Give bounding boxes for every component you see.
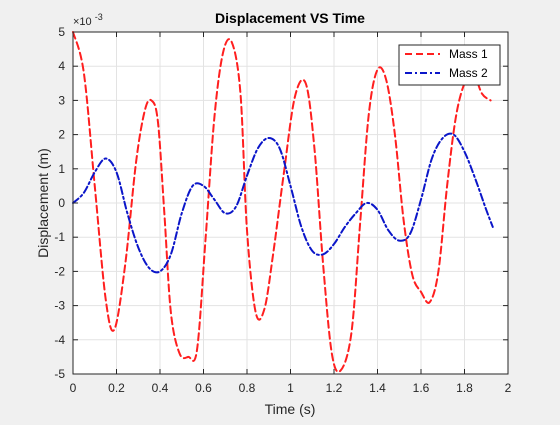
y-tick-label: -5 [54, 367, 65, 381]
legend-mass-2-label: Mass 2 [449, 66, 488, 80]
x-tick-label: 0 [70, 381, 77, 395]
y-tick-label: -2 [54, 264, 65, 278]
y-tick-label: 3 [58, 93, 65, 107]
x-tick-label: 0.8 [239, 381, 256, 395]
legend-mass-1-label: Mass 1 [449, 47, 488, 61]
y-axis-label: Displacement (m) [35, 148, 51, 258]
y-axis-exponent-base: ×10 [73, 16, 92, 28]
x-tick-label: 1.2 [326, 381, 343, 395]
x-tick-label: 1 [287, 381, 294, 395]
y-tick-label: 4 [58, 59, 65, 73]
y-tick-label: 5 [58, 25, 65, 39]
x-tick-label: 0.4 [152, 381, 169, 395]
plot-series [72, 31, 494, 373]
chart-title: Displacement VS Time [215, 10, 365, 26]
x-tick-label: 2 [505, 381, 512, 395]
legend-box [398, 44, 501, 86]
axis-tick-labels: 0 0.2 0.4 0.6 0.8 1 1.2 1.4 1.6 1.8 2 -5 -4 -3 -2 -1 0 1 2… [54, 25, 511, 395]
y-tick-label: -4 [54, 333, 65, 347]
y-axis-exponent: ×10 -3 [73, 12, 103, 28]
y-tick-label: -1 [54, 230, 65, 244]
x-tick-label: 1.8 [456, 381, 473, 395]
mass-2-series-line [72, 132, 494, 274]
x-tick-label: 1.6 [413, 381, 430, 395]
x-axis-label: Time (s) [265, 401, 316, 417]
legend: Mass 1 Mass 2 [398, 44, 501, 86]
y-axis-exponent-power: -3 [95, 12, 103, 22]
y-tick-label: 2 [58, 128, 65, 142]
x-tick-label: 1.4 [369, 381, 386, 395]
y-tick-label: -3 [54, 299, 65, 313]
y-tick-label: 1 [58, 162, 65, 176]
axis-ticks [72, 31, 509, 375]
x-tick-label: 0.2 [108, 381, 125, 395]
x-tick-label: 0.6 [195, 381, 212, 395]
mass-1-series-line [72, 31, 492, 373]
y-tick-label: 0 [58, 196, 65, 210]
